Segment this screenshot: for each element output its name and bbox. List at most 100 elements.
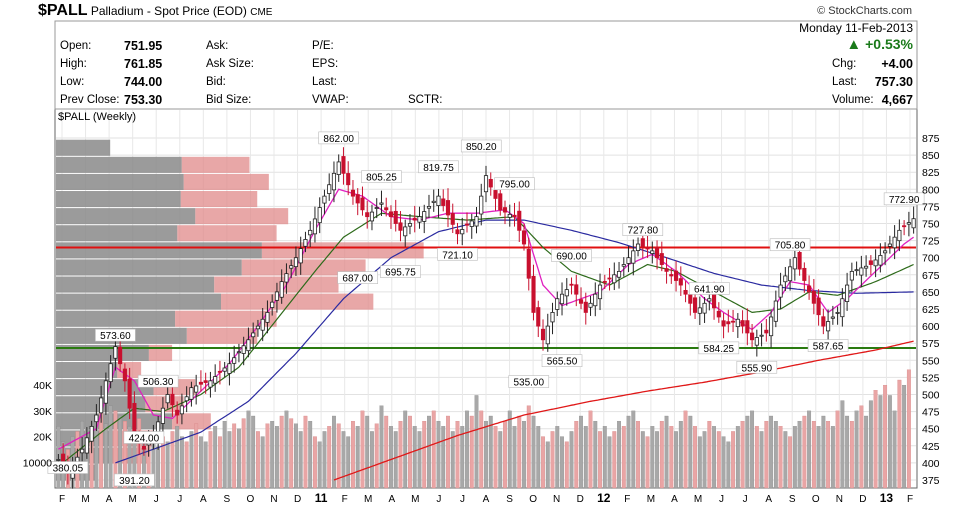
volume-bar — [764, 420, 769, 489]
prev-close-value: 753.30 — [124, 93, 163, 107]
volume-bar — [427, 415, 431, 489]
volume-bar — [317, 441, 322, 489]
time-tick-label: N — [836, 494, 843, 505]
price-candle — [388, 211, 394, 218]
ma-long-red — [333, 340, 914, 481]
volume-bar — [289, 418, 294, 489]
price-candle — [279, 281, 284, 298]
volume-bar — [332, 415, 336, 489]
price-candle — [659, 253, 664, 265]
copyright: © StockCharts.com — [817, 5, 912, 17]
price-annotation-box — [460, 139, 502, 153]
exchange: CME — [250, 7, 273, 18]
volume-bar — [370, 431, 374, 489]
volume-bar — [213, 426, 218, 489]
price-candle — [897, 229, 902, 242]
bid-label: Bid: — [206, 76, 226, 88]
volume-bar — [341, 431, 346, 489]
price-candle — [735, 318, 740, 328]
ma-green — [58, 212, 914, 467]
price-candle — [184, 396, 189, 402]
volume-bar — [617, 420, 621, 489]
price-candle — [103, 380, 108, 404]
price-candle — [626, 257, 631, 264]
volume-bar — [797, 420, 802, 489]
symbol: $PALL — [38, 2, 88, 19]
price-candle — [726, 321, 731, 325]
price-candle — [84, 437, 89, 454]
volume-bar — [906, 369, 911, 489]
volume-bar — [735, 426, 740, 489]
time-tick-label: A — [106, 494, 113, 505]
price-candle — [346, 173, 351, 186]
volume-profile-bar-up — [56, 276, 215, 293]
volume-bar — [351, 420, 355, 489]
price-candle — [678, 278, 683, 286]
price-candle — [222, 367, 227, 372]
volume-bar — [436, 420, 441, 489]
eps-label: EPS: — [312, 58, 339, 70]
price-candle — [384, 207, 389, 211]
volume-bar — [550, 431, 555, 489]
volume-bar — [493, 426, 498, 489]
volume-bar — [412, 426, 417, 489]
quote-date: Monday 11-Feb-2013 — [799, 21, 913, 35]
volume-bar — [678, 420, 683, 489]
price-candle — [312, 218, 318, 235]
volume-bar — [118, 415, 123, 489]
price-candle — [664, 268, 669, 272]
price-candle — [260, 318, 265, 331]
volume-bar — [645, 436, 650, 489]
price-candle — [189, 387, 194, 400]
volume-bar — [189, 431, 194, 489]
price-candle — [864, 265, 869, 269]
price-annotation: 687.00 — [342, 274, 373, 285]
volume-profile-bar-up — [56, 156, 182, 173]
price-candle — [341, 156, 346, 174]
chg-label: Chg: — [832, 58, 857, 70]
price-annotation-box — [541, 354, 583, 367]
volume-bar — [198, 436, 203, 489]
price-candle — [141, 445, 146, 450]
price-candle — [645, 247, 650, 250]
price-candle — [816, 297, 821, 316]
price-candle — [526, 248, 531, 279]
volume-profile-bar-down — [261, 242, 424, 259]
volume-tick-label: 20K — [33, 432, 52, 444]
volume-bar — [275, 426, 279, 489]
volume-bar — [156, 446, 161, 489]
price-annotation-box — [494, 177, 535, 191]
price-candle — [536, 307, 541, 327]
vwap-label: VWAP: — [312, 94, 349, 106]
volume-profile-bar-up — [56, 191, 181, 208]
price-tick-label: 375 — [922, 475, 940, 487]
price-candle — [911, 218, 916, 229]
price-annotation-box — [318, 131, 360, 145]
volume-profile-bar-up — [56, 362, 118, 379]
volume-profile-bar-up — [56, 293, 222, 310]
price-candle — [569, 283, 574, 286]
price-candle — [445, 200, 451, 216]
price-tick-label: 825 — [922, 167, 940, 179]
price-candle — [179, 405, 184, 415]
volume-bar — [246, 410, 251, 489]
price-candle — [707, 298, 712, 302]
volume-profile-bar-up — [56, 259, 242, 276]
volume-bar — [902, 384, 907, 489]
time-tick-label: F — [342, 494, 348, 505]
price-tick-label: 425 — [922, 441, 940, 453]
price-candle — [769, 316, 774, 337]
volume-bar — [531, 415, 536, 489]
price-candle — [403, 226, 408, 237]
volume-profile-bar-down — [214, 276, 339, 293]
volume-bar — [294, 423, 298, 489]
price-tick-label: 875 — [922, 133, 940, 145]
time-tick-label: M — [647, 494, 655, 505]
price-candle — [350, 189, 356, 197]
volume-bar — [279, 415, 284, 489]
time-tick-label: F — [624, 494, 630, 505]
volume-bar — [754, 426, 759, 489]
price-candle — [688, 294, 693, 304]
chg-value: +4.00 — [881, 57, 913, 71]
price-candle — [821, 316, 826, 327]
